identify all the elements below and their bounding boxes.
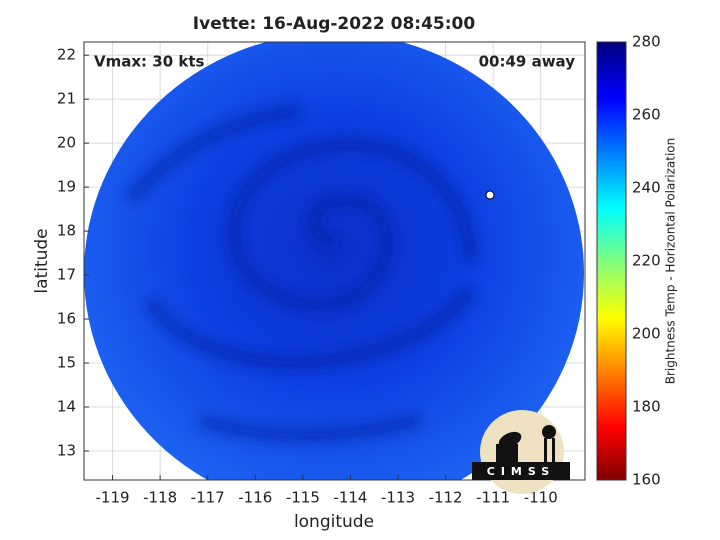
y-tick-label: 14 xyxy=(57,398,76,416)
colorbar-label: Brightness Temp - Horizontal Polarizatio… xyxy=(664,138,678,385)
y-tick-label: 16 xyxy=(57,310,76,328)
x-tick-label: -113 xyxy=(381,489,415,507)
colorbar xyxy=(596,41,627,481)
x-tick-label: -116 xyxy=(238,489,272,507)
y-tick-label: 21 xyxy=(57,90,76,108)
logo: CIMSS xyxy=(472,410,570,494)
y-tick-label: 15 xyxy=(57,354,76,372)
logo-building xyxy=(496,444,518,462)
logo-tower-leg xyxy=(552,438,555,462)
plot-frame xyxy=(83,41,586,481)
x-tick-label: -114 xyxy=(333,489,367,507)
logo-tower-leg xyxy=(544,438,547,462)
colorbar-tick-label: 220 xyxy=(632,252,661,270)
y-tick-label: 19 xyxy=(57,178,76,196)
annotation: 00:49 away xyxy=(479,53,576,71)
logo-text: CIMSS xyxy=(487,465,555,478)
logo-disc xyxy=(480,410,564,494)
y-tick-label: 17 xyxy=(57,266,76,284)
x-tick-label: -112 xyxy=(429,489,463,507)
logo-bar xyxy=(472,462,570,480)
x-tick-label: -111 xyxy=(476,489,510,507)
chart-title: Ivette: 16-Aug-2022 08:45:00 xyxy=(193,14,476,34)
colorbar-tick-label: 280 xyxy=(632,33,661,51)
colorbar-tick-label: 260 xyxy=(632,106,661,124)
marker xyxy=(485,190,495,200)
colorbar-tick-label: 240 xyxy=(632,179,661,197)
y-tick-label: 18 xyxy=(57,222,76,240)
x-tick-label: -110 xyxy=(524,489,558,507)
y-tick-label: 20 xyxy=(57,134,76,152)
x-tick-label: -115 xyxy=(286,489,320,507)
x-tick-label: -117 xyxy=(191,489,225,507)
y-tick-label: 22 xyxy=(57,46,76,64)
x-axis-label: longitude xyxy=(294,512,374,532)
swath xyxy=(84,42,584,480)
x-tick-label: -118 xyxy=(143,489,177,507)
colorbar-tick-label: 160 xyxy=(632,471,661,489)
annotation: Vmax: 30 kts xyxy=(94,53,204,71)
satellite-image xyxy=(84,42,584,480)
spiral-bands xyxy=(124,103,477,442)
y-axis-label: latitude xyxy=(32,228,52,293)
colorbar-tick-label: 180 xyxy=(632,398,661,416)
axes: -119 -118 -117 -116 -115 -114 -113 -112 -111 -110… xyxy=(57,33,661,507)
colorbar-tick-label: 200 xyxy=(632,325,661,343)
logo-tower xyxy=(542,425,556,439)
x-tick-label: -119 xyxy=(96,489,130,507)
y-tick-label: 13 xyxy=(57,441,76,459)
